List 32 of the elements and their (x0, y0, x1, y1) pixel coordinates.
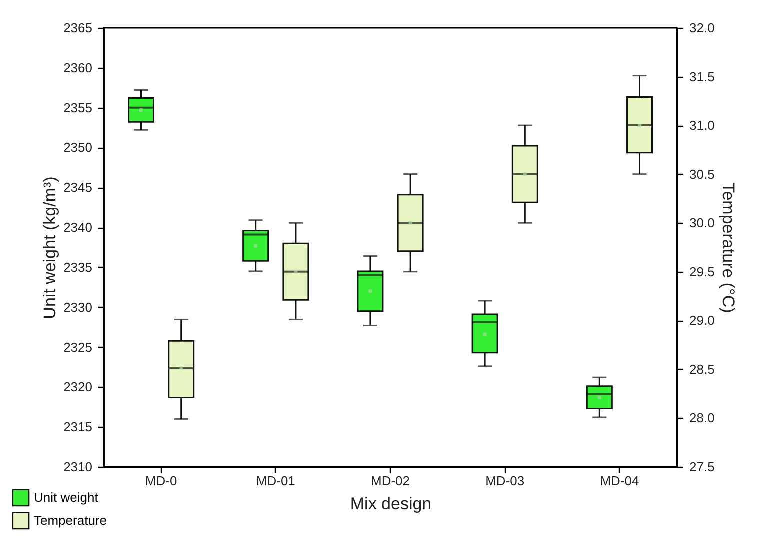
y-tick-label: 2345 (64, 180, 92, 196)
y-tick-label: 2355 (64, 100, 92, 116)
y-tick-label: 2310 (64, 460, 92, 474)
y-tick-label: 2335 (64, 260, 92, 275)
y-tick-label: 2360 (64, 60, 92, 76)
y2-tick-label: 28.0 (690, 410, 715, 426)
y-tick-label: 2330 (64, 300, 92, 315)
x-axis-title: Mix design (350, 494, 432, 514)
y2-tick-label: 31.5 (690, 69, 715, 84)
y2-tick-label: 29.0 (690, 313, 715, 328)
y-axis-title: Unit weight (kg/m³) (40, 176, 60, 320)
y2-tick-label: 27.5 (690, 460, 715, 474)
y2-tick-label: 32.0 (690, 20, 715, 36)
y-tick-label: 2340 (64, 220, 92, 236)
y2-tick-label: 29.5 (690, 264, 715, 280)
y2-tick-label: 30.5 (690, 166, 715, 182)
y2-axis-title: Temperature (°C) (718, 182, 738, 314)
y-tick-label: 2365 (64, 20, 92, 36)
x-tick-label: MD-0 (145, 474, 178, 488)
y2-tick-label: 31.0 (690, 118, 715, 134)
legend-label: Temperature (34, 513, 107, 528)
y2-tick-label: 30.0 (690, 216, 715, 231)
x-tick-label: MD-04 (600, 474, 640, 488)
x-tick-label: MD-01 (256, 474, 296, 488)
y-tick-label: 2350 (64, 140, 92, 156)
y-tick-label: 2320 (64, 380, 92, 395)
x-tick-label: MD-02 (370, 474, 410, 488)
y2-tick-label: 28.5 (690, 362, 715, 377)
y-tick-label: 2325 (64, 340, 92, 355)
legend-label: Unit weight (34, 490, 99, 505)
y-tick-label: 2315 (64, 420, 92, 435)
x-tick-label: MD-03 (486, 474, 525, 488)
